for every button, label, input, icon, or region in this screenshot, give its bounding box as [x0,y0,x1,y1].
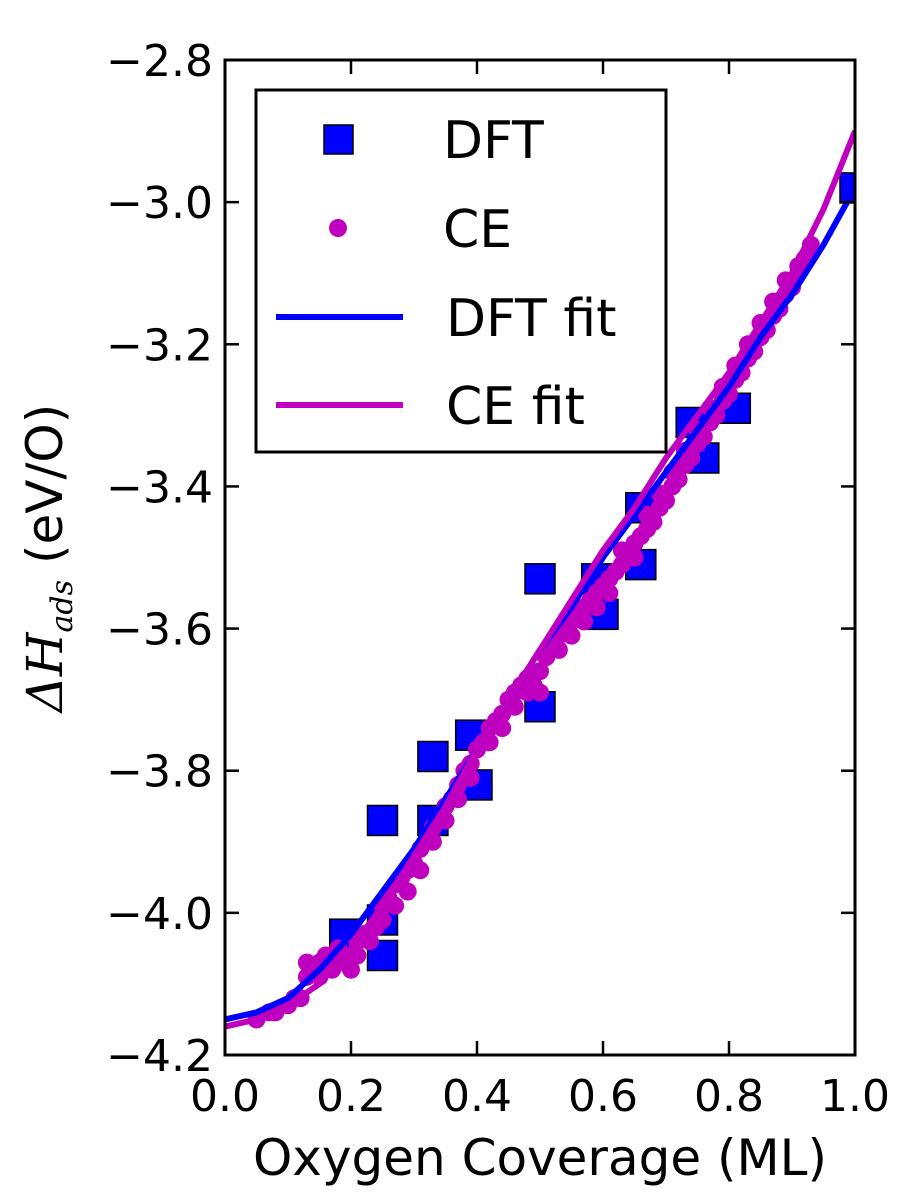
legend-dft-marker [323,124,354,155]
dft-point [417,740,449,773]
ce-point [587,598,606,617]
dft-point [366,804,399,837]
y-tick-label: −4.2 [106,1031,213,1082]
plot-frame [223,58,857,1057]
y-axis-symbol: ΔH [16,631,74,714]
ce-point [531,683,549,702]
y-axis-title: ΔHads (eV/O) [16,404,80,714]
legend-ce-marker [329,219,347,237]
ce-point [342,960,360,979]
ce-point [682,449,701,467]
ce-point [493,719,512,738]
legend-ce-label: CE [443,200,512,260]
x-tick-label: 0.8 [694,1071,764,1122]
ce-point [600,584,619,603]
y-tick-label: −3.6 [106,605,213,656]
ce-point [657,491,675,510]
ce-fit-line [225,129,855,1030]
x-tick-label: 0.4 [442,1071,512,1122]
x-tick-label: 0.2 [316,1071,386,1122]
svg-text:ΔHads(eV/O): ΔHads (eV/O) [16,404,80,714]
x-tick-label: 1.0 [820,1071,890,1122]
y-tick-label: −3.2 [106,320,213,371]
ce-point [669,470,688,489]
ce-point [386,896,405,915]
y-tick-label: −3.4 [106,462,213,513]
y-tick-label: −2.8 [106,36,213,87]
legend-ce-fit-label: CE fit [446,377,585,437]
x-tick-label: 0.0 [190,1071,260,1122]
ce-point [625,548,644,567]
ce-point [549,640,568,659]
x-axis-title: Oxygen Coverage (ML) [253,1129,827,1187]
x-tick-label: 0.6 [568,1071,638,1122]
ce-point [398,882,417,901]
y-tick-label: −3.0 [106,178,213,229]
legend: DFT CE DFT fit CE fit [254,88,668,454]
ticks-layer: 0.0 0.2 0.4 0.6 0.8 1.0 −4.2 −4.0 −3.8 −3.6 −3.4 −3… [106,36,890,1122]
ce-point [562,626,581,645]
dft-point [524,563,556,595]
ce-point [575,612,594,631]
y-axis-unit: (eV/O) [16,404,74,564]
data-layer [225,129,855,1030]
ce-point [411,861,430,880]
ce-point [360,932,379,951]
y-axis-subscript: ads [45,580,80,633]
ce-point [531,662,549,681]
ce-point [348,946,367,965]
y-tick-label: −4.0 [106,889,213,940]
ce-point [644,512,663,531]
y-tick-label: −3.8 [106,747,213,798]
legend-dft-label: DFT [443,111,544,171]
legend-dft-fit-label: DFT fit [446,289,616,349]
